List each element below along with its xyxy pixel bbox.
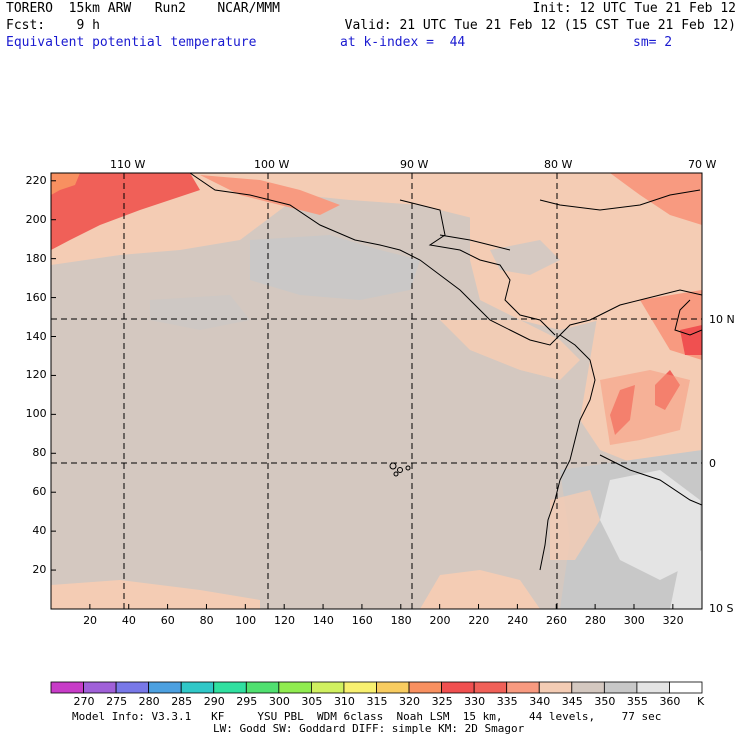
shaded-field bbox=[51, 173, 702, 609]
colorbar-swatch bbox=[603, 681, 638, 694]
init-time: Init: 12 UTC Tue 21 Feb 12 bbox=[532, 1, 737, 16]
colorbar-swatch bbox=[408, 681, 442, 694]
colorbar-swatch bbox=[83, 681, 117, 694]
colorbar-level-label: 295 bbox=[236, 695, 258, 708]
y-tick-label: 200 bbox=[25, 212, 47, 226]
galapagos-islands bbox=[389, 462, 411, 477]
y-tick-label: 140 bbox=[25, 329, 47, 343]
colorbar-swatch bbox=[180, 681, 215, 694]
x-tick-label: 160 bbox=[351, 614, 373, 627]
y-tick-label: 180 bbox=[25, 251, 47, 265]
colorbar-swatch bbox=[343, 681, 377, 694]
level-index: at k-index = 44 bbox=[340, 35, 466, 50]
colorbar-level-label: 330 bbox=[464, 695, 486, 708]
x-tick-label: 60 bbox=[160, 614, 175, 627]
y-tick-label: 40 bbox=[32, 524, 47, 538]
colorbar-level-label: 285 bbox=[171, 695, 193, 708]
colorbar-swatch bbox=[441, 681, 475, 694]
forecast-hour: Fcst: 9 h bbox=[6, 18, 100, 33]
x-tick-label: 120 bbox=[273, 614, 295, 627]
lon-label-70w: 70 W bbox=[688, 158, 717, 171]
colorbar-swatch bbox=[636, 681, 670, 694]
coastlines bbox=[189, 173, 702, 571]
y-tick-label: 100 bbox=[25, 407, 47, 421]
colorbar-level-label: 340 bbox=[529, 695, 551, 708]
x-tick-label: 240 bbox=[507, 614, 529, 627]
valid-time: Valid: 21 UTC Tue 21 Feb 12 (15 CST Tue … bbox=[344, 18, 736, 33]
colorbar-swatch bbox=[376, 681, 410, 694]
y-tick-label: 220 bbox=[25, 173, 47, 187]
x-tick-label: 220 bbox=[468, 614, 490, 627]
colorbar-level-label: 280 bbox=[138, 695, 160, 708]
x-tick-label: 80 bbox=[199, 614, 214, 627]
colorbar-swatch bbox=[148, 681, 182, 694]
colorbar-swatch bbox=[473, 681, 508, 694]
x-tick-label: 180 bbox=[390, 614, 412, 627]
graticule bbox=[51, 173, 702, 609]
lat-label-10n: 10 N bbox=[709, 313, 735, 326]
colorbar-level-label: 305 bbox=[301, 695, 323, 708]
colorbar bbox=[50, 681, 703, 694]
colorbar-swatch bbox=[115, 681, 150, 694]
y-tick-label: 60 bbox=[32, 485, 47, 499]
y-tick-label: 80 bbox=[32, 446, 47, 460]
colorbar-level-label: 290 bbox=[203, 695, 225, 708]
smoothing-value: sm= 2 bbox=[633, 35, 673, 50]
y-tick-label: 160 bbox=[25, 290, 47, 304]
colorbar-level-label: 350 bbox=[594, 695, 616, 708]
y-tick-label: 120 bbox=[25, 368, 47, 382]
x-tick-label: 280 bbox=[584, 614, 606, 627]
x-tick-label: 320 bbox=[662, 614, 684, 627]
colorbar-swatch bbox=[506, 681, 540, 694]
x-tick-label: 260 bbox=[546, 614, 568, 627]
x-tick-label: 200 bbox=[429, 614, 451, 627]
field-name: Equivalent potential temperature bbox=[6, 35, 257, 50]
colorbar-level-label: 355 bbox=[626, 695, 648, 708]
title-line-1: TORERO 15km ARW Run2 NCAR/MMM bbox=[6, 1, 280, 16]
x-tick-label: 100 bbox=[235, 614, 257, 627]
colorbar-swatch bbox=[538, 681, 573, 694]
colorbar-swatch bbox=[245, 681, 280, 694]
x-tick-label: 140 bbox=[312, 614, 334, 627]
lat-label-10s: 10 S bbox=[709, 602, 734, 615]
colorbar-level-label: 360 bbox=[659, 695, 681, 708]
colorbar-level-label: 325 bbox=[431, 695, 453, 708]
colorbar-swatch bbox=[571, 681, 605, 694]
colorbar-level-label: 320 bbox=[399, 695, 421, 708]
x-tick-label: 300 bbox=[623, 614, 645, 627]
physics-info: LW: Godd SW: Goddard DIFF: simple KM: 2D… bbox=[213, 722, 525, 735]
plot-frame bbox=[50, 172, 703, 610]
x-tick-label: 20 bbox=[83, 614, 98, 627]
colorbar-swatch bbox=[213, 681, 247, 694]
colorbar-level-label: 310 bbox=[333, 695, 355, 708]
colorbar-swatch bbox=[50, 681, 84, 694]
colorbar-level-label: 345 bbox=[561, 695, 583, 708]
colorbar-swatch bbox=[669, 681, 703, 694]
colorbar-level-label: 315 bbox=[366, 695, 388, 708]
y-tick-label: 20 bbox=[32, 563, 47, 577]
x-tick-label: 40 bbox=[121, 614, 136, 627]
lat-label-0: 0 bbox=[709, 457, 716, 470]
colorbar-level-label: 335 bbox=[496, 695, 518, 708]
model-info: Model Info: V3.3.1 KF YSU PBL WDM 6class… bbox=[72, 710, 662, 723]
lon-label-100w: 100 W bbox=[254, 158, 290, 171]
lon-label-90w: 90 W bbox=[400, 158, 429, 171]
lon-label-80w: 80 W bbox=[544, 158, 573, 171]
colorbar-swatch bbox=[278, 681, 312, 694]
colorbar-level-label: 300 bbox=[268, 695, 290, 708]
colorbar-level-label: 275 bbox=[106, 695, 128, 708]
lon-label-110w: 110 W bbox=[110, 158, 146, 171]
colorbar-level-label: 270 bbox=[73, 695, 95, 708]
colorbar-swatch bbox=[310, 681, 345, 694]
colorbar-unit: K bbox=[697, 695, 705, 708]
axis-ticks bbox=[51, 180, 674, 609]
